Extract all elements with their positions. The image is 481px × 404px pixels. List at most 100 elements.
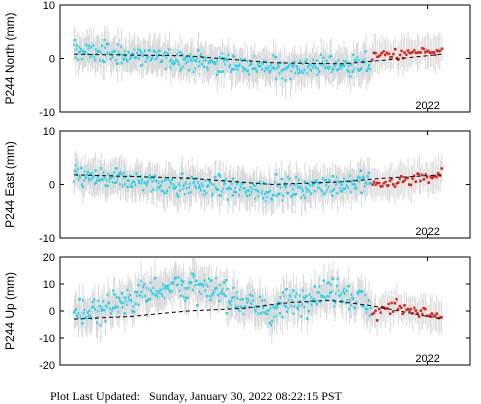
data-point (320, 53, 323, 57)
data-point (82, 52, 86, 56)
data-point (179, 189, 183, 192)
data-point (165, 287, 169, 291)
data-point (225, 57, 229, 61)
data-point (215, 62, 218, 65)
data-point (91, 53, 95, 57)
data-point (107, 42, 111, 46)
data-point (306, 317, 309, 320)
data-point (216, 73, 219, 76)
data-point (107, 172, 111, 176)
data-point (225, 311, 229, 315)
data-point (332, 189, 336, 192)
data-point (401, 180, 405, 184)
data-point (301, 62, 305, 66)
data-point (258, 61, 262, 64)
data-point (113, 50, 116, 54)
data-point (102, 171, 106, 174)
data-point (145, 184, 149, 187)
data-point (241, 297, 244, 301)
data-point (203, 279, 206, 283)
data-point (353, 183, 356, 186)
data-point (288, 293, 292, 297)
chart-panel-1: -10 0 10 2022 P244 North (mm) (3, 0, 471, 119)
data-point (88, 177, 91, 180)
data-point (390, 301, 394, 305)
data-point (302, 296, 306, 299)
data-point (192, 70, 196, 74)
data-point (434, 53, 437, 57)
data-point (367, 307, 370, 311)
data-point (233, 295, 237, 299)
data-point (123, 171, 126, 175)
data-point (194, 284, 197, 287)
data-point (200, 63, 204, 66)
data-point (440, 47, 444, 51)
data-point (205, 294, 209, 298)
data-point (430, 312, 434, 315)
data-point (299, 59, 303, 63)
data-point (91, 305, 94, 309)
data-point (238, 193, 241, 197)
data-point (185, 61, 188, 65)
data-point (74, 56, 78, 59)
data-point (85, 176, 89, 180)
data-point (429, 175, 432, 179)
data-point (124, 182, 127, 186)
data-point (254, 310, 258, 313)
data-point (111, 306, 115, 310)
data-point (301, 187, 304, 190)
data-point (292, 289, 295, 292)
data-point (322, 192, 326, 196)
data-point (351, 182, 355, 186)
data-point (257, 62, 260, 66)
x-tick-label: 2022 (415, 226, 439, 238)
data-point (322, 56, 326, 60)
data-point (228, 186, 231, 189)
data-point (226, 287, 230, 291)
data-point (380, 305, 384, 309)
data-point (280, 177, 283, 181)
data-point (140, 182, 144, 185)
data-point (116, 306, 120, 309)
data-point (241, 65, 245, 69)
data-point (350, 180, 354, 183)
data-point (422, 306, 426, 310)
data-point (123, 296, 127, 299)
data-point (150, 289, 153, 293)
data-point (244, 305, 248, 308)
data-point (345, 184, 349, 188)
data-point (419, 51, 422, 54)
data-point (335, 183, 338, 186)
data-point (280, 301, 283, 305)
data-point (304, 297, 307, 300)
data-point (357, 175, 360, 179)
data-point (387, 302, 391, 306)
data-point (198, 60, 202, 63)
data-point (137, 47, 141, 51)
data-point (274, 55, 278, 59)
data-point (287, 65, 291, 68)
data-point (81, 183, 84, 186)
data-point (239, 63, 242, 66)
plot-area (72, 25, 444, 99)
data-point (321, 63, 324, 67)
data-point (224, 181, 227, 184)
data-point (224, 178, 228, 181)
data-point (214, 287, 217, 290)
data-point (260, 192, 264, 196)
data-point (271, 198, 275, 202)
data-point (153, 174, 157, 178)
data-point (105, 183, 108, 187)
y-axis-label: P244 North (mm) (3, 12, 17, 104)
data-point (296, 68, 299, 71)
data-point (260, 61, 264, 64)
data-point (81, 185, 85, 189)
data-point (224, 294, 227, 298)
data-point (202, 59, 206, 63)
data-point (412, 174, 416, 178)
data-point (369, 67, 372, 71)
data-point (228, 300, 231, 303)
data-point (273, 67, 277, 70)
data-point (309, 192, 313, 195)
data-point (432, 314, 436, 318)
